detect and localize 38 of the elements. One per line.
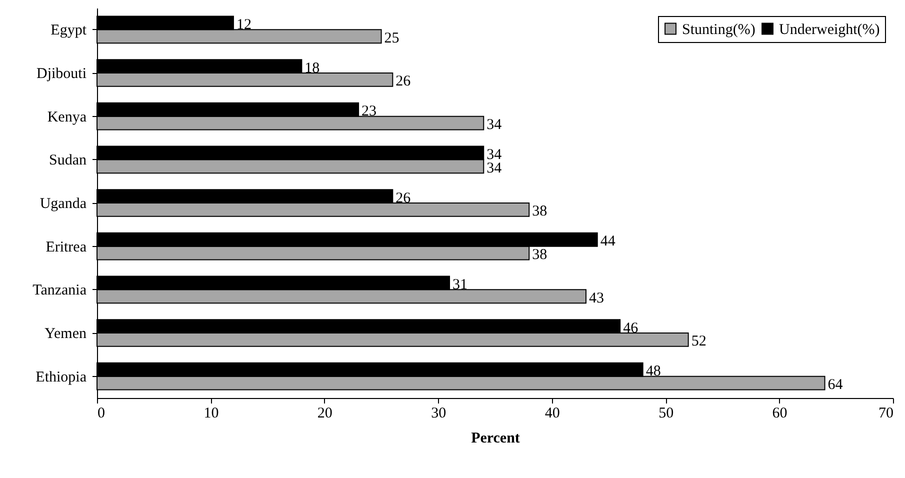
data-label: 38: [532, 247, 548, 264]
x-tick-label: 50: [658, 406, 674, 422]
legend-label: Stunting(%): [682, 22, 756, 38]
y-tick-label: Eritrea: [46, 239, 87, 256]
x-tick-label: 60: [772, 406, 788, 422]
data-label: 26: [396, 190, 412, 206]
x-tick-label: 10: [204, 406, 219, 422]
x-tick-label: 20: [317, 406, 332, 422]
data-label: 34: [486, 117, 502, 134]
y-tick-label: Tanzania: [32, 282, 87, 299]
x-tick-label: 30: [431, 406, 446, 422]
y-tick-label: Egypt: [50, 22, 88, 39]
y-tick-label: Ethiopia: [36, 369, 87, 386]
y-tick-label: Yemen: [44, 326, 87, 342]
y-tick-label: Kenya: [47, 109, 87, 126]
data-label: 34: [486, 146, 502, 163]
data-label: 26: [396, 74, 412, 90]
legend-label: Underweight(%): [779, 22, 880, 38]
y-tick-label: Sudan: [49, 152, 87, 169]
y-tick-label: Djibouti: [36, 66, 86, 82]
data-label: 31: [452, 276, 468, 293]
data-label: 18: [304, 60, 320, 76]
data-label: 64: [828, 377, 844, 394]
data-label: 38: [532, 204, 548, 220]
data-label: 43: [588, 290, 604, 306]
data-label: 25: [384, 30, 400, 46]
data-label: 34: [486, 160, 502, 176]
y-tick-label: Uganda: [40, 196, 87, 212]
x-tick-label: 40: [544, 406, 560, 422]
x-tick-label: 0: [98, 406, 105, 422]
data-label: 52: [691, 334, 706, 350]
x-axis-title: Percent: [471, 430, 520, 446]
data-label: 23: [362, 104, 377, 120]
data-label: 46: [623, 320, 639, 336]
x-tick-label: 70: [878, 406, 894, 422]
data-label: 12: [236, 16, 252, 33]
data-label: 44: [600, 234, 616, 250]
data-label: 48: [646, 364, 661, 380]
